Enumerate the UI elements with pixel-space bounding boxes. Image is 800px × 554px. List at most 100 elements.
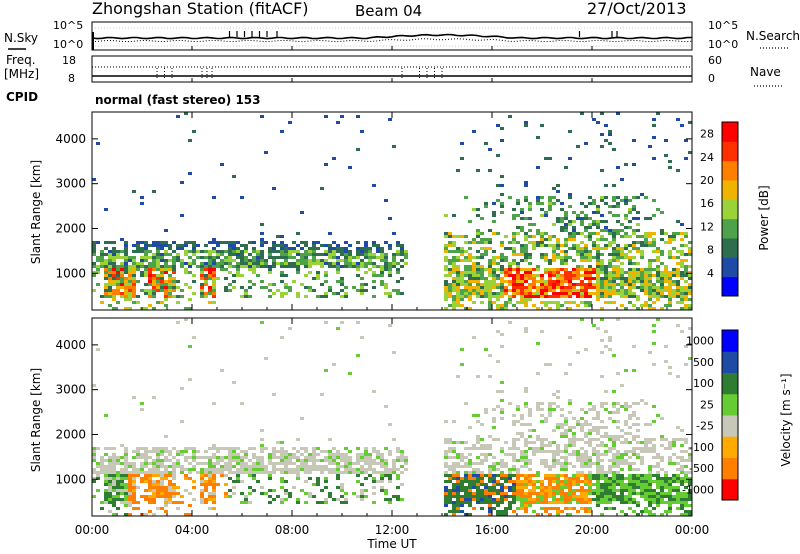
velocity-cell bbox=[592, 489, 596, 492]
power-cell bbox=[168, 265, 172, 268]
velocity-cell bbox=[520, 489, 524, 492]
power-cell bbox=[644, 217, 648, 220]
velocity-cell bbox=[268, 489, 272, 492]
velocity-cell bbox=[580, 447, 584, 450]
power-cell bbox=[212, 295, 216, 298]
power-cell bbox=[520, 274, 524, 277]
velocity-cell bbox=[644, 498, 648, 501]
power-cell bbox=[604, 220, 608, 223]
velocity-cell bbox=[580, 474, 584, 477]
power-cell bbox=[592, 247, 596, 250]
power-cell bbox=[236, 241, 240, 244]
velocity-cell bbox=[332, 462, 336, 465]
velocity-cell bbox=[364, 477, 368, 480]
power-cell bbox=[464, 235, 468, 238]
power-cell bbox=[300, 247, 304, 250]
velocity-cell bbox=[604, 390, 608, 393]
velocity-cell bbox=[648, 438, 652, 441]
power-cell bbox=[400, 265, 404, 268]
velocity-cell bbox=[332, 453, 336, 456]
power-cell bbox=[284, 292, 288, 295]
velocity-cell bbox=[572, 498, 576, 501]
power-cell bbox=[212, 274, 216, 277]
noise-right-tick-top: 10^5 bbox=[708, 19, 738, 32]
power-cell bbox=[508, 301, 512, 304]
power-cell bbox=[460, 280, 464, 283]
velocity-cell bbox=[516, 405, 520, 408]
velocity-cell bbox=[504, 486, 508, 489]
power-cell bbox=[108, 280, 112, 283]
velocity-cell bbox=[112, 483, 116, 486]
velocity-cell bbox=[224, 474, 228, 477]
velocity-cell bbox=[236, 459, 240, 462]
power-cell bbox=[616, 259, 620, 262]
power-cell bbox=[632, 241, 636, 244]
power-cell bbox=[312, 262, 316, 265]
velocity-cell bbox=[152, 471, 156, 474]
power-cell bbox=[180, 214, 184, 217]
power-cell bbox=[572, 244, 576, 247]
power-cell bbox=[496, 184, 500, 187]
power-cell bbox=[216, 253, 220, 256]
power-cell bbox=[272, 247, 276, 250]
noise-left-label: N.Sky bbox=[4, 31, 38, 45]
power-cell bbox=[132, 262, 136, 265]
velocity-cell bbox=[168, 480, 172, 483]
power-cell bbox=[384, 292, 388, 295]
power-cell bbox=[108, 250, 112, 253]
velocity-cell bbox=[108, 489, 112, 492]
power-cell bbox=[512, 238, 516, 241]
velocity-cell bbox=[284, 459, 288, 462]
velocity-cell bbox=[624, 423, 628, 426]
velocity-cell bbox=[536, 402, 540, 405]
velocity-cell bbox=[184, 318, 188, 321]
velocity-cell bbox=[384, 474, 388, 477]
power-cell bbox=[524, 268, 528, 271]
velocity-cell bbox=[652, 492, 656, 495]
velocity-cell bbox=[476, 420, 480, 423]
power-cell bbox=[220, 241, 224, 244]
power-cell bbox=[572, 232, 576, 235]
velocity-cell bbox=[452, 420, 456, 423]
power-cell bbox=[400, 247, 404, 250]
power-cell bbox=[500, 265, 504, 268]
power-cell bbox=[632, 244, 636, 247]
power-cell bbox=[128, 259, 132, 262]
velocity-cell bbox=[336, 465, 340, 468]
velocity-cell bbox=[368, 465, 372, 468]
power-cell bbox=[316, 262, 320, 265]
velocity-cell bbox=[500, 465, 504, 468]
velocity-cell bbox=[296, 498, 300, 501]
velocity-cell bbox=[288, 327, 292, 330]
power-cell bbox=[552, 202, 556, 205]
power-cell bbox=[476, 250, 480, 253]
velocity-cell bbox=[492, 417, 496, 420]
velocity-cell bbox=[380, 480, 384, 483]
power-cell bbox=[144, 265, 148, 268]
power-cell bbox=[296, 295, 300, 298]
power-cell bbox=[332, 292, 336, 295]
power-cell bbox=[612, 199, 616, 202]
power-cell bbox=[512, 259, 516, 262]
velocity-cell bbox=[288, 459, 292, 462]
power-cell bbox=[456, 259, 460, 262]
velocity-cell bbox=[224, 447, 228, 450]
power-cell bbox=[512, 268, 516, 271]
velocity-cell bbox=[520, 423, 524, 426]
velocity-cell bbox=[164, 468, 168, 471]
power-cell bbox=[396, 271, 400, 274]
power-cell bbox=[168, 247, 172, 250]
velocity-cell bbox=[628, 456, 632, 459]
velocity-cell bbox=[476, 438, 480, 441]
velocity-cell bbox=[540, 489, 544, 492]
power-cell bbox=[116, 271, 120, 274]
velocity-cell bbox=[636, 486, 640, 489]
power-cell bbox=[584, 301, 588, 304]
power-cell bbox=[460, 157, 464, 160]
velocity-cell bbox=[516, 489, 520, 492]
velocity-cell bbox=[172, 462, 176, 465]
power-cell bbox=[676, 118, 680, 121]
power-cell bbox=[484, 280, 488, 283]
power-cell bbox=[552, 223, 556, 226]
